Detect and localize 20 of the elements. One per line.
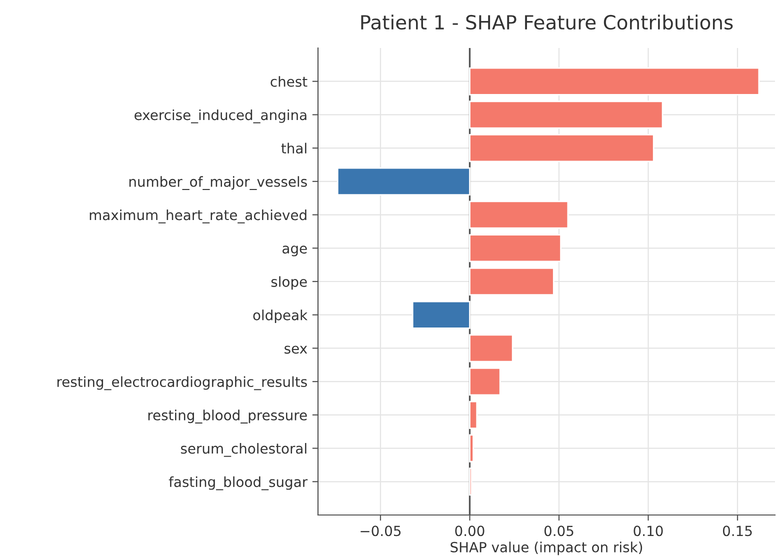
y-tick-label: slope (271, 276, 307, 290)
x-tick-label: 0.05 (544, 526, 574, 536)
y-tick-label: oldpeak (253, 310, 308, 324)
x-tick-label: −0.05 (360, 526, 401, 536)
y-tick-label: maximum_heart_rate_achieved (90, 210, 306, 224)
y-tick-label: sex (284, 346, 308, 354)
chart-title: Patient 1 - SHAP Feature Contributions (361, 14, 733, 30)
y-tick-label: exercise_induced_angina (134, 109, 306, 124)
y-tick-label: number_of_major_vessels (129, 176, 307, 190)
y-tick-label: fasting_blood_sugar (168, 476, 308, 490)
x-axis-title: SHAP value (impact on risk) (450, 542, 642, 556)
y-tick-label: resting_electrocardiographic_results (57, 376, 307, 390)
x-tick-label: 0.00 (455, 526, 484, 536)
x-tick-label: 0.15 (722, 526, 752, 536)
y-tick-label: age (282, 246, 307, 256)
y-tick-label: resting_blood_pressure (148, 410, 307, 424)
y-tick-label: thal (281, 142, 306, 154)
y-tick-label: chest (270, 76, 308, 87)
x-tick-label: 0.10 (634, 526, 663, 536)
y-tick-label: serum_cholestoral (180, 443, 306, 457)
